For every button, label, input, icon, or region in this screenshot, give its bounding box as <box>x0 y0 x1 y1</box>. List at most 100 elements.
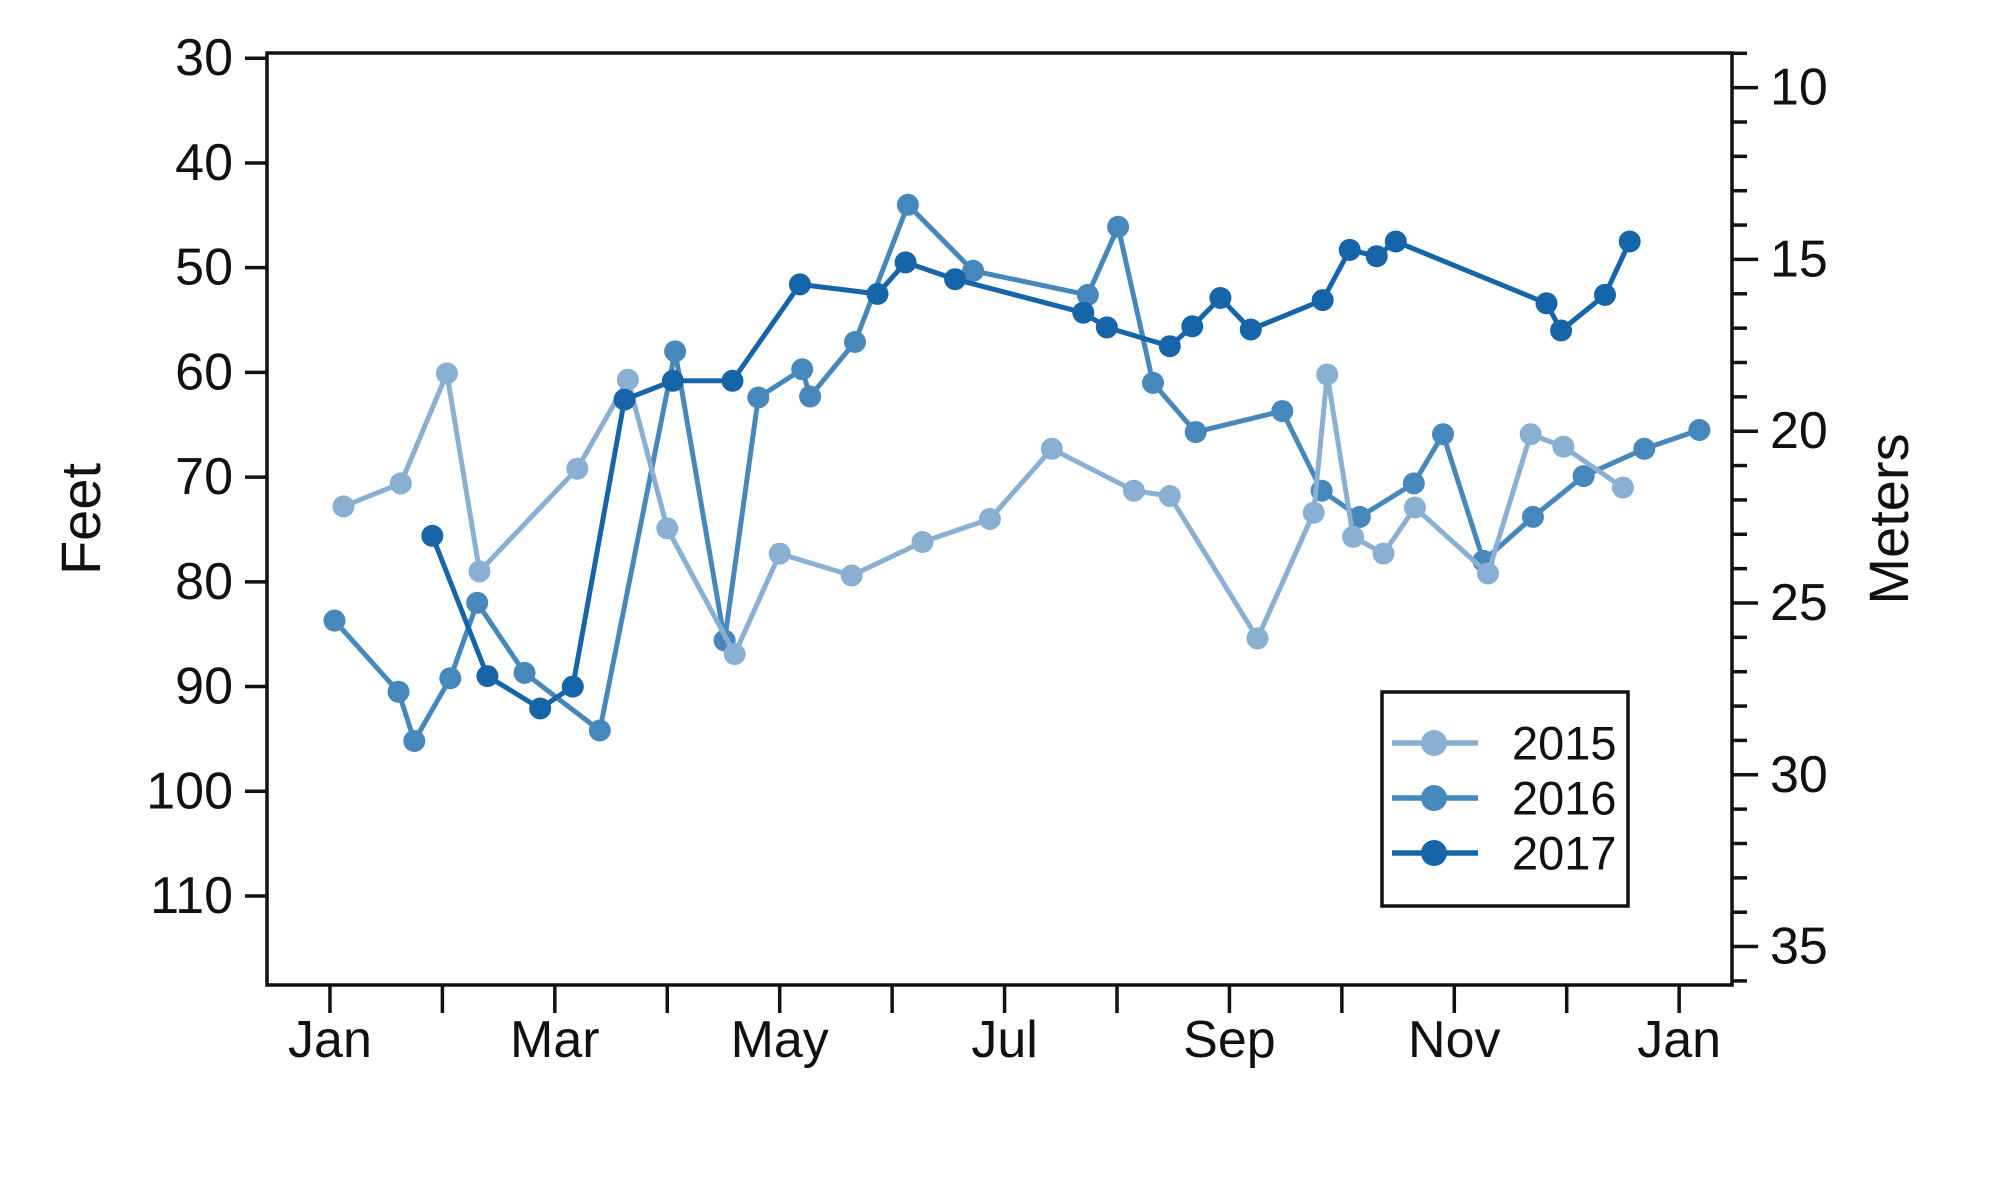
series-2017 <box>421 230 1641 720</box>
series-2017-marker <box>476 665 499 688</box>
series-2016-marker <box>387 680 410 703</box>
series-2016-marker <box>1348 505 1371 528</box>
month-tick-label: Jan <box>288 1011 372 1069</box>
series-2017-marker <box>1338 238 1361 261</box>
series-2017-marker <box>1311 289 1334 312</box>
feet-tick-label: 80 <box>175 553 233 611</box>
series-2016-marker <box>664 340 687 363</box>
meters-tick-label: 25 <box>1770 574 1828 632</box>
series-2016-marker <box>747 386 770 409</box>
y-axis-right: 10 15 20 25 30 35 Meters <box>1732 51 1920 983</box>
series-2016-marker <box>513 661 536 684</box>
series-2017-marker <box>1618 230 1641 253</box>
series-2016-marker <box>323 609 346 632</box>
series-2016-line <box>332 202 1702 744</box>
series-2015-marker <box>332 495 355 518</box>
feet-tick-label: 100 <box>146 762 233 820</box>
series-2016-marker <box>1402 472 1425 495</box>
legend-marker <box>1421 840 1447 866</box>
month-tick-label: May <box>731 1011 829 1069</box>
series-2015-marker <box>1552 435 1575 458</box>
series-2017-marker <box>661 369 684 392</box>
series-2016-marker <box>1633 437 1656 460</box>
series-2015-marker <box>1403 496 1426 519</box>
month-tick-label: Jan <box>1637 1011 1721 1069</box>
series-2015-marker <box>389 472 412 495</box>
series-2016-marker <box>466 591 489 614</box>
series-2015-marker <box>1302 501 1325 524</box>
meters-tick-label: 35 <box>1770 918 1828 976</box>
series-2016-marker <box>1522 505 1544 528</box>
month-tick-label: Jul <box>971 1011 1037 1069</box>
feet-tick-label: 30 <box>175 29 233 87</box>
series-2017-marker <box>1095 316 1118 339</box>
series-2017-marker <box>894 251 917 274</box>
meters-tick-label: 20 <box>1770 402 1828 460</box>
feet-tick-label: 70 <box>175 448 233 506</box>
series-2015-marker <box>978 508 1001 530</box>
series-2017-marker <box>529 697 552 720</box>
series-2016-marker <box>962 259 985 282</box>
series-2015-marker <box>911 531 934 553</box>
series-2017-marker <box>561 675 584 698</box>
legend-label: 2017 <box>1512 827 1617 880</box>
legend-label: 2015 <box>1512 717 1617 770</box>
series-2016-marker <box>1184 421 1207 444</box>
legend-marker <box>1421 730 1447 756</box>
series-2017-marker <box>1181 315 1204 338</box>
series-2017-marker <box>1384 230 1407 253</box>
series-2017-marker <box>1158 335 1181 358</box>
series-2016-marker <box>588 719 611 742</box>
legend-marker <box>1421 785 1447 811</box>
series-2017-marker <box>613 388 636 411</box>
month-tick-label: Nov <box>1408 1011 1500 1069</box>
series-2015 <box>332 362 1634 666</box>
series-2016-marker <box>403 730 426 752</box>
series-2016-marker <box>1271 400 1294 423</box>
y-axis-left: 30 40 50 60 70 80 90 100 110 Feet <box>49 29 267 925</box>
month-tick-label: Sep <box>1183 1011 1276 1069</box>
series-2017-marker <box>1594 283 1616 306</box>
series-2017-marker <box>1209 287 1232 309</box>
series-2015-marker <box>468 560 491 583</box>
series-2015-marker <box>1342 525 1365 548</box>
series-2015-marker <box>723 643 746 666</box>
series-2017-marker <box>421 524 444 547</box>
series-2017-marker <box>721 369 744 392</box>
series-2016-marker <box>1076 283 1099 306</box>
series-2016-marker <box>1107 215 1130 238</box>
feet-tick-label: 90 <box>175 658 233 716</box>
series-2015-marker <box>435 362 458 385</box>
series-2017-marker <box>1072 301 1095 324</box>
series-2016 <box>323 193 1711 752</box>
series-2015-marker <box>1372 542 1395 565</box>
series-2016-marker <box>844 331 866 353</box>
feet-axis-title: Feet <box>49 463 112 575</box>
meters-tick-label: 10 <box>1770 59 1828 117</box>
meters-tick-label: 15 <box>1770 230 1828 288</box>
legend-entry-2017: 2017 <box>1392 827 1617 880</box>
series-2015-marker <box>1477 562 1499 585</box>
series-2017-marker <box>1535 292 1558 315</box>
series-2015-marker <box>1611 476 1634 499</box>
feet-tick-label: 110 <box>150 867 233 925</box>
series-2016-marker <box>1142 371 1164 394</box>
series-2017-marker <box>1550 319 1573 342</box>
series-2015-marker <box>1246 627 1269 650</box>
series-2016-marker <box>791 358 814 381</box>
series-2015-marker <box>566 457 589 480</box>
legend-entry-2015: 2015 <box>1392 717 1617 770</box>
series-2015-marker <box>1040 437 1063 460</box>
series-2016-marker <box>1432 423 1454 446</box>
series-2015-marker <box>1158 485 1181 507</box>
x-axis: Jan Mar May Jul Sep Nov Jan <box>288 985 1721 1069</box>
series-2016-marker <box>439 667 462 690</box>
series-2015-marker <box>1519 423 1542 446</box>
series-2017-marker <box>788 273 811 296</box>
series-2016-marker <box>799 385 822 408</box>
series-2015-marker <box>768 542 791 565</box>
series-2015-marker <box>1316 363 1339 386</box>
